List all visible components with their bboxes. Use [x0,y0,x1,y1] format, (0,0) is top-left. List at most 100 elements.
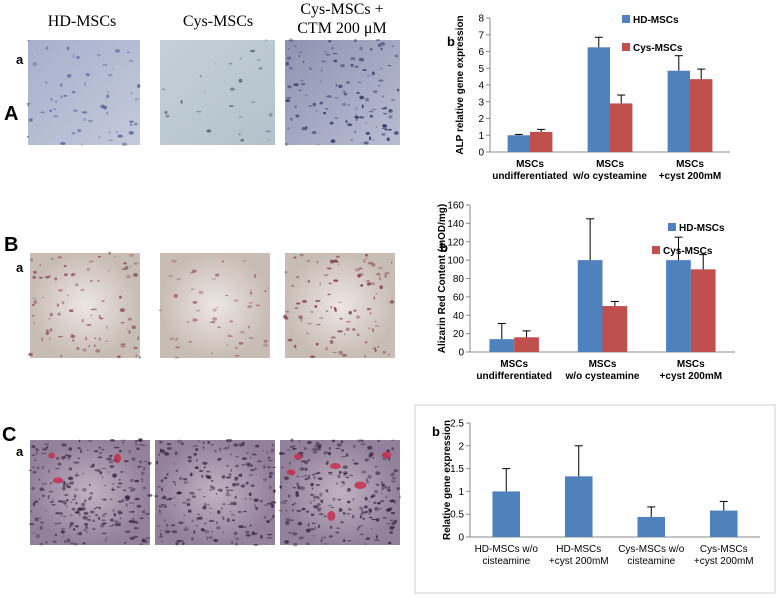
speck [212,317,218,321]
speck [336,482,338,485]
speck [226,489,229,492]
speck [370,496,375,498]
speck [33,321,35,324]
speck [132,520,138,524]
speck [176,439,182,443]
speck [174,451,179,456]
y-tick-label: 0 [458,348,464,359]
speck [232,483,237,487]
speck [61,443,67,447]
y-tick-label: 60 [453,292,465,303]
speck [77,446,81,450]
speck [129,536,135,540]
speck [239,330,246,335]
speck [67,454,72,458]
speck [125,496,131,500]
speck [64,494,69,496]
speck [333,306,336,311]
speck [101,467,107,469]
speck [342,465,348,469]
speck [198,517,201,519]
speck [78,439,81,443]
speck [83,82,87,87]
speck [315,342,319,346]
speck [366,307,371,311]
speck [375,483,380,487]
speck [196,458,198,462]
speck [186,321,190,323]
speck [367,284,369,287]
speck [112,508,115,513]
speck [318,512,324,516]
speck [131,457,136,461]
speck [377,501,381,505]
speck [179,539,184,543]
speck [128,449,131,454]
speck [238,133,241,136]
speck [359,116,365,119]
speck [364,543,367,545]
speck [120,321,125,324]
speck [63,273,68,277]
speck [386,523,392,525]
speck [72,528,76,531]
speck [310,500,312,505]
speck [282,499,288,502]
speck [128,330,131,334]
speck [326,460,329,465]
speck [352,514,355,519]
speck [311,131,317,135]
speck [248,302,254,304]
speck [210,321,216,324]
speck [136,504,142,508]
speck [331,47,334,50]
speck [332,497,336,501]
speck [390,512,396,515]
speck [372,456,375,459]
speck [329,121,334,125]
speck [58,289,63,292]
speck [39,487,44,490]
speck [41,297,44,299]
speck [113,255,116,258]
speck [388,458,391,462]
speck [338,350,343,355]
speck [26,40,30,42]
speck [340,509,344,511]
legend-label: HD-MSCs [679,223,725,234]
speck [205,474,208,478]
speck [279,451,283,456]
speck [26,135,30,138]
speck [139,517,144,520]
speck [242,441,245,446]
speck [381,481,383,484]
speck [39,542,44,546]
speck [287,48,290,50]
speck [280,501,285,504]
speck [211,443,214,446]
speck [195,448,199,452]
speck [273,489,276,493]
speck [354,115,360,119]
speck [61,443,66,445]
speck [325,462,328,466]
speck [323,274,329,277]
speck [53,115,59,118]
legend-swatch [668,223,676,231]
speck [306,440,312,445]
speck [94,344,96,348]
speck [330,336,336,339]
speck [288,38,294,42]
speck [80,449,82,454]
speck [365,97,370,102]
speck [245,534,251,537]
speck [301,468,304,471]
speck [108,131,111,134]
speck [134,527,138,530]
speck [240,484,246,488]
x-tick-label: MSCs w/o cysteamine [565,359,640,382]
speck [72,54,75,59]
speck [46,445,49,449]
speck [268,472,274,474]
speck [101,522,108,525]
